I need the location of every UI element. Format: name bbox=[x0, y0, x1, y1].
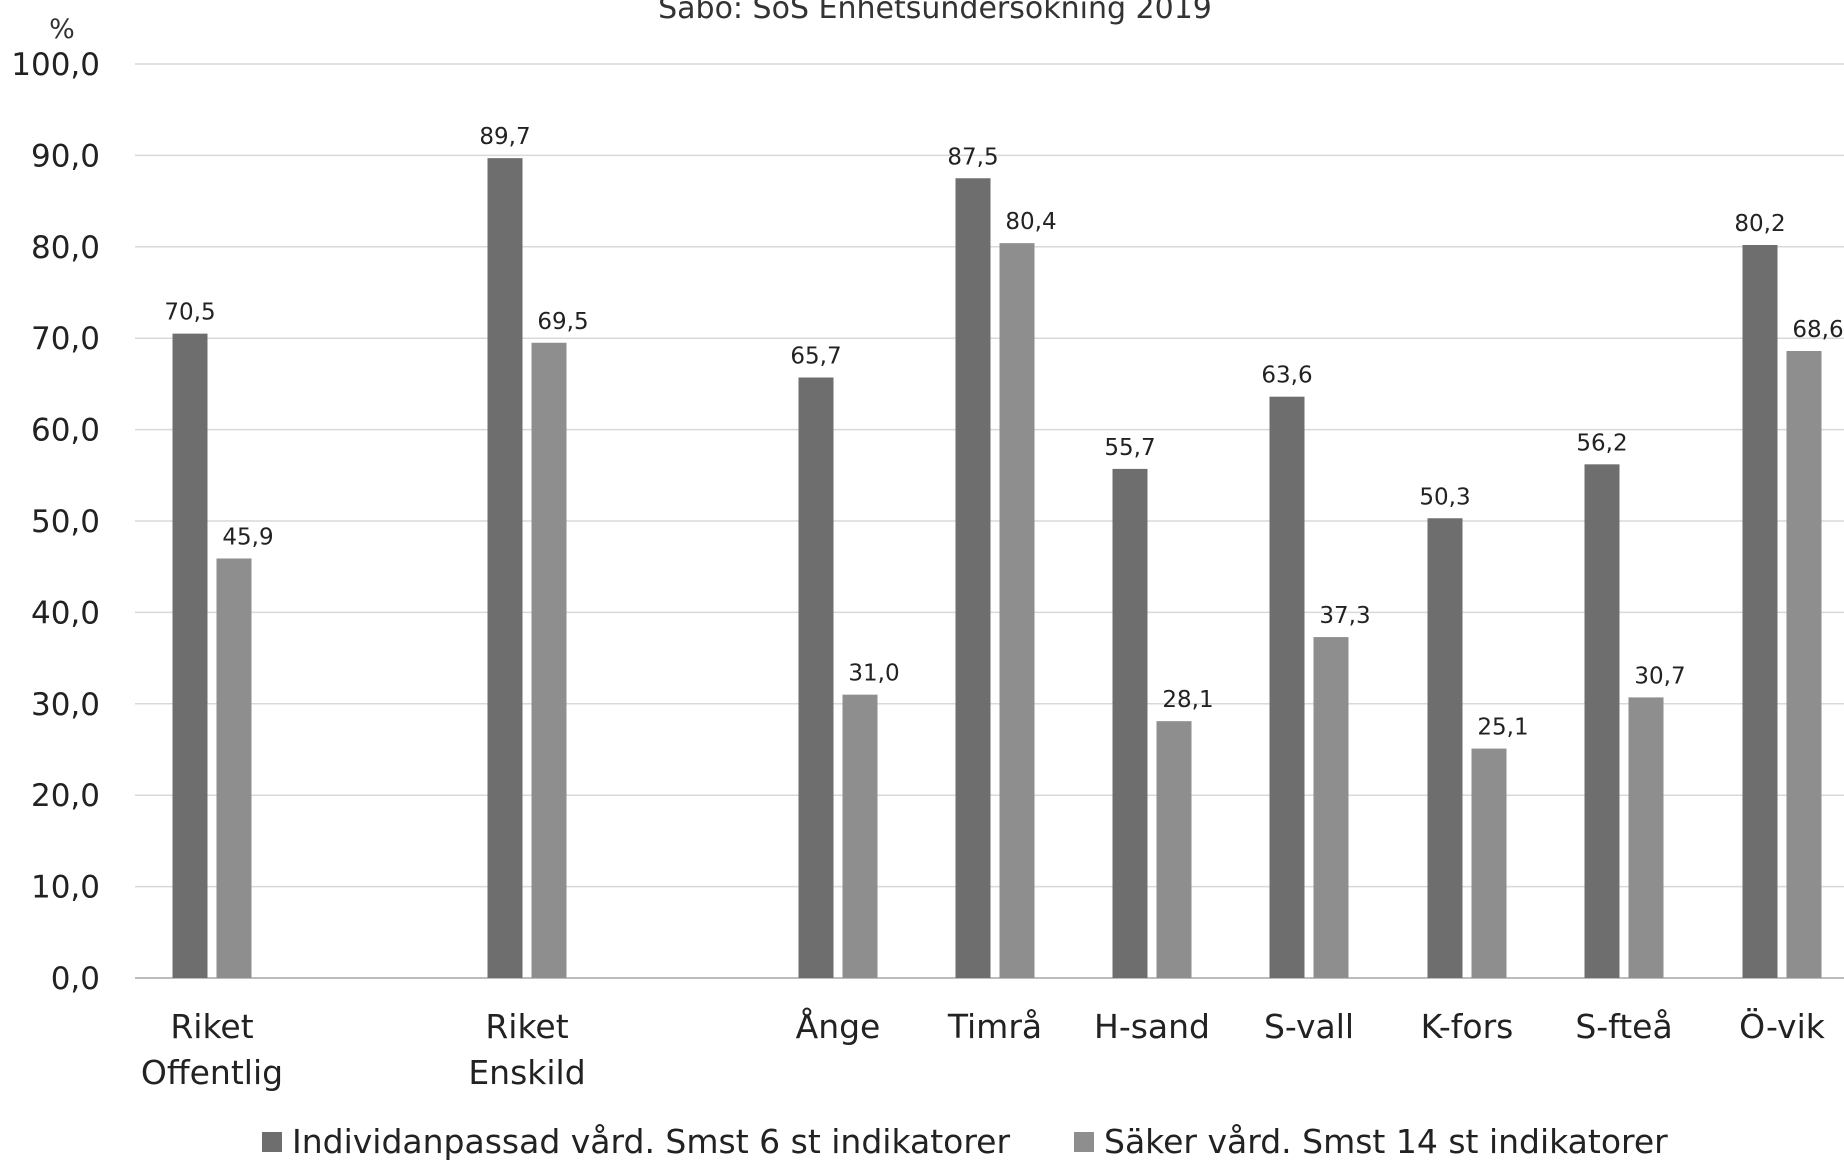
bar-series-2 bbox=[531, 342, 567, 978]
data-label-series-1: 55,7 bbox=[1104, 435, 1155, 461]
legend-item-saker: Säker vård. Smst 14 st indikatorer bbox=[1074, 1122, 1668, 1161]
data-label-series-1: 87,5 bbox=[947, 144, 998, 170]
bar-series-1 bbox=[1112, 468, 1148, 978]
legend-item-individanpassad: Individanpassad vård. Smst 6 st indikato… bbox=[262, 1122, 1010, 1161]
data-label-series-1: 50,3 bbox=[1419, 484, 1470, 510]
y-tick-label: 0,0 bbox=[51, 961, 100, 997]
data-label-series-2: 80,4 bbox=[1005, 209, 1056, 235]
bar-series-2 bbox=[1786, 350, 1822, 979]
data-label-series-2: 37,3 bbox=[1319, 603, 1370, 629]
y-axis-ticks: 0,0 10,0 20,0 30,0 40,0 50,0 60,0 70,0 80,0 90,0 1… bbox=[11, 47, 100, 997]
y-tick-label: 50,0 bbox=[31, 504, 100, 540]
legend-swatch-series-1 bbox=[262, 1131, 282, 1152]
y-tick-label: 60,0 bbox=[31, 413, 100, 449]
x-category-label: S-vall bbox=[1264, 1007, 1354, 1046]
x-category-label: H-sand bbox=[1094, 1007, 1210, 1046]
y-tick-label: 40,0 bbox=[31, 595, 100, 631]
bar-series-1 bbox=[487, 158, 523, 979]
bar-series-1 bbox=[1584, 464, 1620, 978]
y-tick-label: 90,0 bbox=[31, 138, 100, 174]
x-category-label: Riket bbox=[170, 1007, 253, 1046]
bar-series-1 bbox=[955, 178, 991, 978]
x-category-label: Ånge bbox=[796, 1006, 881, 1046]
y-tick-label: 80,0 bbox=[31, 230, 100, 266]
bar-series-2 bbox=[216, 558, 252, 978]
data-label-series-1: 56,2 bbox=[1576, 430, 1627, 456]
bar-series-1 bbox=[1427, 518, 1463, 978]
bar-series-2 bbox=[999, 243, 1035, 979]
y-tick-label: 20,0 bbox=[31, 778, 100, 814]
y-tick-label: 10,0 bbox=[31, 870, 100, 906]
bar-series-2 bbox=[1471, 748, 1507, 978]
legend-swatch-series-2 bbox=[1074, 1131, 1094, 1152]
data-label-series-1: 89,7 bbox=[479, 124, 530, 150]
x-category-label: Offentlig bbox=[141, 1053, 283, 1092]
chart-title: Säbo: SoS Enhetsundersökning 2019 bbox=[658, 0, 1212, 26]
data-label-series-2: 69,5 bbox=[537, 309, 588, 335]
bar-series-2 bbox=[1156, 721, 1192, 978]
data-labels: 70,5 89,7 65,7 87,5 55,7 63,6 50,3 56,2 80,2 45,9… bbox=[164, 124, 1843, 740]
data-label-series-1: 70,5 bbox=[164, 300, 215, 326]
x-category-label: Ö-vik bbox=[1739, 1006, 1826, 1046]
bar-series-1 bbox=[1742, 244, 1778, 979]
data-label-series-1: 63,6 bbox=[1261, 363, 1312, 389]
data-label-series-1: 65,7 bbox=[790, 344, 841, 370]
bar-series-1 bbox=[172, 333, 208, 978]
legend-label-series-1: Individanpassad vård. Smst 6 st indikato… bbox=[292, 1122, 1011, 1161]
bar-series-2 bbox=[842, 694, 878, 978]
legend: Individanpassad vård. Smst 6 st indikato… bbox=[0, 1122, 1844, 1162]
x-category-label: Timrå bbox=[947, 1007, 1042, 1046]
x-category-label: S-fteå bbox=[1575, 1007, 1672, 1046]
y-axis-unit-label: % bbox=[49, 14, 75, 45]
x-category-label: Riket bbox=[485, 1007, 568, 1046]
legend-label-series-2: Säker vård. Smst 14 st indikatorer bbox=[1104, 1122, 1668, 1161]
bar-series-1 bbox=[1269, 396, 1305, 978]
data-label-series-2: 31,0 bbox=[848, 661, 899, 687]
bar-series-2 bbox=[1628, 697, 1664, 978]
data-label-series-1: 80,2 bbox=[1734, 211, 1785, 237]
bar-series-1 bbox=[798, 377, 834, 978]
y-tick-label: 30,0 bbox=[31, 687, 100, 723]
data-label-series-2: 30,7 bbox=[1634, 663, 1685, 689]
data-label-series-2: 68,6 bbox=[1792, 317, 1843, 343]
bars bbox=[172, 158, 1822, 979]
x-category-label: Enskild bbox=[468, 1053, 585, 1092]
data-label-series-2: 28,1 bbox=[1162, 687, 1213, 713]
x-category-label: K-fors bbox=[1421, 1007, 1514, 1046]
data-label-series-2: 45,9 bbox=[222, 524, 273, 550]
y-tick-label: 100,0 bbox=[11, 47, 100, 83]
x-axis-categories: Riket Offentlig Riket Enskild Ånge Timrå H-san… bbox=[141, 1006, 1826, 1092]
data-label-series-2: 25,1 bbox=[1477, 715, 1528, 741]
y-tick-label: 70,0 bbox=[31, 321, 100, 357]
bar-series-2 bbox=[1313, 637, 1349, 978]
